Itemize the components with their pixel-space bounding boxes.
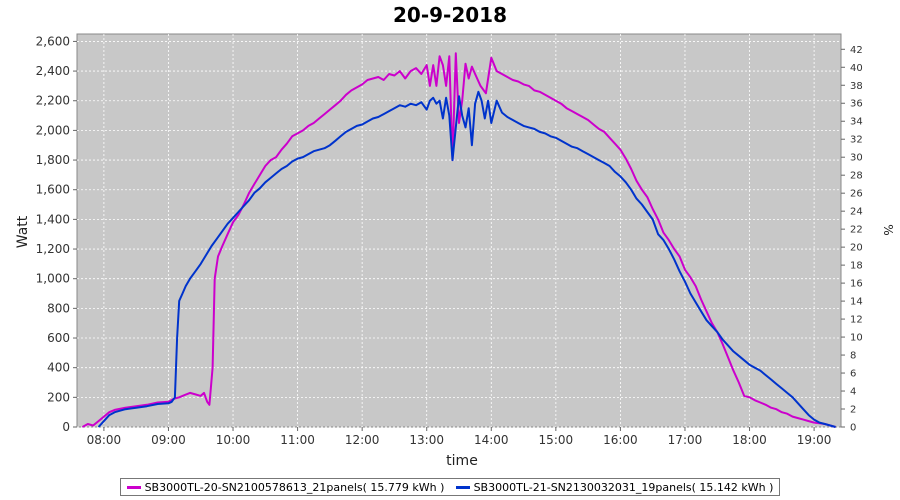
legend-swatch-series-1 bbox=[126, 485, 141, 489]
y-tick-label: 1,000 bbox=[36, 272, 70, 286]
legend-item-series-1: SB3000TL-20-SN2100578613_21panels( 15.77… bbox=[126, 480, 445, 494]
y-right-tick-label: 36 bbox=[850, 99, 863, 110]
y-right-tick-label: 0 bbox=[850, 423, 856, 434]
y-tick-label: 400 bbox=[47, 361, 70, 375]
legend-swatch-series-2 bbox=[455, 485, 470, 489]
x-axis: 08:00 09:00 10:00 11:00 12:00 13:00 14:00 15:00… bbox=[87, 427, 832, 447]
y-tick-label: 1,800 bbox=[36, 153, 70, 167]
y-right-tick-label: 30 bbox=[850, 153, 863, 164]
chart-title: 20-9-2018 bbox=[392, 3, 507, 27]
y-right-tick-label: 8 bbox=[850, 351, 856, 362]
x-tick-label: 16:00 bbox=[603, 433, 638, 447]
y-right-tick-label: 26 bbox=[850, 189, 863, 200]
legend-item-series-2: SB3000TL-21-SN2130032031_19panels( 15.14… bbox=[455, 480, 774, 494]
y-tick-label: 600 bbox=[47, 331, 70, 345]
x-tick-label: 10:00 bbox=[216, 433, 251, 447]
x-tick-label: 08:00 bbox=[87, 433, 122, 447]
y-right-tick-label: 32 bbox=[850, 135, 863, 146]
series-group bbox=[81, 52, 836, 428]
y-right-tick-label: 42 bbox=[850, 45, 863, 56]
x-tick-label: 18:00 bbox=[732, 433, 767, 447]
y-right-tick-label: 10 bbox=[850, 333, 863, 344]
x-tick-label: 19:00 bbox=[797, 433, 832, 447]
y-tick-label: 1,200 bbox=[36, 242, 70, 256]
grid-lines bbox=[77, 34, 841, 428]
y-tick-label: 1,400 bbox=[36, 212, 70, 226]
x-tick-label: 14:00 bbox=[474, 433, 509, 447]
y-axis-left: 0 200 400 600 800 1,000 1,200 1,400 1,600 1,800 2,… bbox=[36, 34, 77, 434]
x-tick-label: 13:00 bbox=[409, 433, 444, 447]
x-tick-label: 09:00 bbox=[151, 433, 186, 447]
series-line-2 bbox=[97, 90, 836, 428]
y-tick-label: 2,000 bbox=[36, 123, 70, 137]
x-axis-label: time bbox=[446, 453, 478, 469]
y-right-tick-label: 12 bbox=[850, 315, 863, 326]
y-right-tick-label: 2 bbox=[850, 405, 856, 416]
y-right-tick-label: 4 bbox=[850, 387, 856, 398]
x-tick-label: 15:00 bbox=[539, 433, 574, 447]
legend-label-series-2: SB3000TL-21-SN2130032031_19panels( 15.14… bbox=[473, 480, 774, 494]
y-right-tick-label: 40 bbox=[850, 63, 863, 74]
y-right-tick-label: 34 bbox=[850, 117, 863, 128]
y-right-tick-label: 14 bbox=[850, 297, 863, 308]
x-tick-label: 12:00 bbox=[345, 433, 380, 447]
legend: SB3000TL-20-SN2100578613_21panels( 15.77… bbox=[120, 478, 780, 496]
y-tick-label: 2,400 bbox=[36, 64, 70, 78]
y-right-tick-label: 38 bbox=[850, 81, 863, 92]
y-right-tick-label: 28 bbox=[850, 171, 863, 182]
y-right-tick-label: 6 bbox=[850, 369, 856, 380]
y-tick-label: 0 bbox=[62, 420, 70, 434]
x-tick-label: 11:00 bbox=[280, 433, 315, 447]
y-tick-label: 800 bbox=[47, 301, 70, 315]
y-right-tick-label: 16 bbox=[850, 279, 863, 290]
y-axis-label: Watt bbox=[15, 215, 31, 248]
y-right-tick-label: 20 bbox=[850, 243, 863, 254]
y-right-tick-label: 22 bbox=[850, 225, 863, 236]
legend-label-series-1: SB3000TL-20-SN2100578613_21panels( 15.77… bbox=[144, 480, 445, 494]
y-axis-right-label: % bbox=[881, 224, 895, 235]
y-tick-label: 2,600 bbox=[36, 34, 70, 48]
y-tick-label: 200 bbox=[47, 390, 70, 404]
series-line-1 bbox=[81, 52, 836, 428]
y-right-tick-label: 18 bbox=[850, 261, 863, 272]
y-tick-label: 1,600 bbox=[36, 183, 70, 197]
x-tick-label: 17:00 bbox=[668, 433, 703, 447]
y-right-tick-label: 24 bbox=[850, 207, 863, 218]
y-tick-label: 2,200 bbox=[36, 94, 70, 108]
